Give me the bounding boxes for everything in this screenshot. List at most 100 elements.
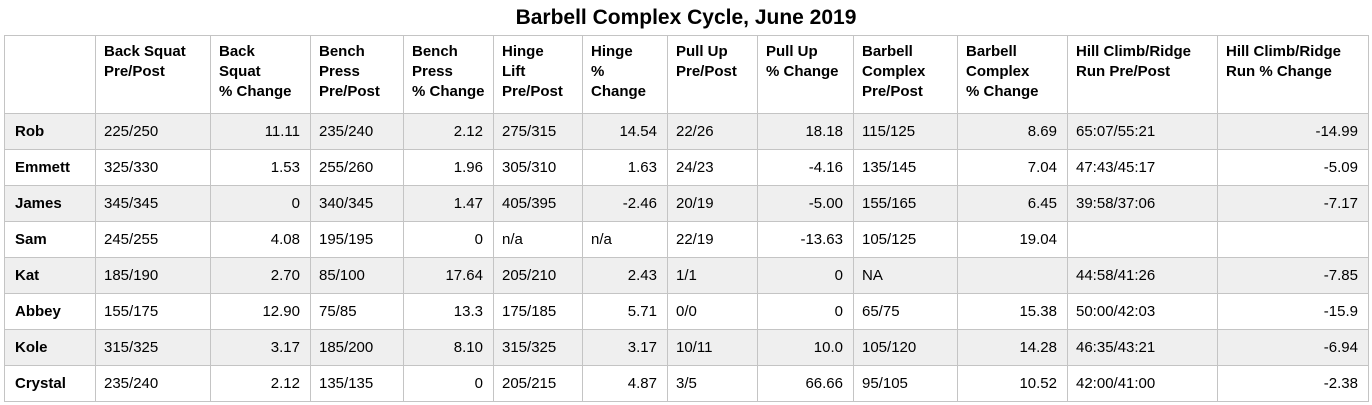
- cell-pull-up-pct-change: 66.66: [757, 365, 854, 402]
- cell-bench-press-pct-change: 0: [403, 365, 494, 402]
- column-header-bench-press-pct-change: Bench Press % Change: [403, 35, 494, 114]
- athlete-name: Crystal: [4, 365, 96, 402]
- cell-pull-up-prepost: 22/26: [667, 113, 758, 150]
- cell-pull-up-prepost: 0/0: [667, 293, 758, 330]
- cell-hinge-lift-prepost: 305/310: [493, 149, 583, 186]
- cell-pull-up-prepost: 10/11: [667, 329, 758, 366]
- cell-barbell-complex-pct-change: 7.04: [957, 149, 1068, 186]
- column-header-hill-climb-ridge-run-prepost: Hill Climb/Ridge Run Pre/Post: [1067, 35, 1218, 114]
- cell-bench-press-pct-change: 0: [403, 221, 494, 258]
- cell-pull-up-prepost: 22/19: [667, 221, 758, 258]
- cell-hinge-lift-prepost: 315/325: [493, 329, 583, 366]
- cell-back-squat-prepost: 325/330: [95, 149, 211, 186]
- cell-back-squat-prepost: 315/325: [95, 329, 211, 366]
- cell-back-squat-prepost: 345/345: [95, 185, 211, 222]
- table-row-sam: Sam 245/255 4.08 195/195 0 n/a n/a 22/19 -13.63 1…: [4, 221, 1369, 258]
- cell-barbell-complex-pct-change: [957, 257, 1068, 294]
- cell-bench-press-prepost: 340/345: [310, 185, 404, 222]
- column-header-back-squat-prepost: Back Squat Pre/Post: [95, 35, 211, 114]
- cell-back-squat-pct-change: 4.08: [210, 221, 311, 258]
- cell-pull-up-pct-change: 18.18: [757, 113, 854, 150]
- table-row-kole: Kole 315/325 3.17 185/200 8.10 315/325 3.17 10/…: [4, 329, 1369, 366]
- column-header-back-squat-pct-change: Back Squat % Change: [210, 35, 311, 114]
- cell-hill-climb-ridge-run-pct-change: -6.94: [1217, 329, 1369, 366]
- cell-bench-press-prepost: 85/100: [310, 257, 404, 294]
- cell-barbell-complex-prepost: 115/125: [853, 113, 958, 150]
- cell-barbell-complex-prepost: 65/75: [853, 293, 958, 330]
- cell-back-squat-pct-change: 1.53: [210, 149, 311, 186]
- cell-bench-press-prepost: 195/195: [310, 221, 404, 258]
- cell-hill-climb-ridge-run-pct-change: -14.99: [1217, 113, 1369, 150]
- cell-pull-up-pct-change: 0: [757, 293, 854, 330]
- cell-barbell-complex-prepost: 135/145: [853, 149, 958, 186]
- cell-barbell-complex-pct-change: 8.69: [957, 113, 1068, 150]
- athlete-name: Rob: [4, 113, 96, 150]
- cell-back-squat-pct-change: 0: [210, 185, 311, 222]
- cell-hill-climb-ridge-run-prepost: 65:07/55:21: [1067, 113, 1218, 150]
- cell-barbell-complex-pct-change: 14.28: [957, 329, 1068, 366]
- page-title: Barbell Complex Cycle, June 2019: [515, 6, 857, 29]
- cell-back-squat-prepost: 245/255: [95, 221, 211, 258]
- cell-hill-climb-ridge-run-prepost: 39:58/37:06: [1067, 185, 1218, 222]
- cell-bench-press-prepost: 185/200: [310, 329, 404, 366]
- cell-bench-press-prepost: 135/135: [310, 365, 404, 402]
- cell-pull-up-pct-change: -13.63: [757, 221, 854, 258]
- cell-pull-up-prepost: 24/23: [667, 149, 758, 186]
- cell-barbell-complex-prepost: 95/105: [853, 365, 958, 402]
- cell-bench-press-prepost: 235/240: [310, 113, 404, 150]
- cell-barbell-complex-prepost: 155/165: [853, 185, 958, 222]
- cell-hill-climb-ridge-run-prepost: 50:00/42:03: [1067, 293, 1218, 330]
- cell-pull-up-prepost: 20/19: [667, 185, 758, 222]
- table-row-emmett: Emmett 325/330 1.53 255/260 1.96 305/310 1.63 2…: [4, 149, 1369, 186]
- cell-bench-press-pct-change: 8.10: [403, 329, 494, 366]
- column-header-name: [4, 35, 96, 114]
- cell-hinge-pct-change: 14.54: [582, 113, 668, 150]
- cell-barbell-complex-prepost: 105/120: [853, 329, 958, 366]
- cell-hill-climb-ridge-run-prepost: 46:35/43:21: [1067, 329, 1218, 366]
- cell-back-squat-pct-change: 2.12: [210, 365, 311, 402]
- athlete-name: Kole: [4, 329, 96, 366]
- cell-bench-press-pct-change: 2.12: [403, 113, 494, 150]
- cell-barbell-complex-prepost: NA: [853, 257, 958, 294]
- table-row-kat: Kat 185/190 2.70 85/100 17.64 205/210 2.43 1/1 0…: [4, 257, 1369, 294]
- cell-hill-climb-ridge-run-prepost: 47:43/45:17: [1067, 149, 1218, 186]
- cell-hill-climb-ridge-run-pct-change: -7.85: [1217, 257, 1369, 294]
- cell-hinge-lift-prepost: 275/315: [493, 113, 583, 150]
- cell-hill-climb-ridge-run-pct-change: -7.17: [1217, 185, 1369, 222]
- page: Barbell Complex Cycle, June 2019 Back Sq…: [0, 7, 1372, 402]
- athlete-name: Kat: [4, 257, 96, 294]
- cell-pull-up-pct-change: -5.00: [757, 185, 854, 222]
- cell-back-squat-prepost: 225/250: [95, 113, 211, 150]
- cell-back-squat-pct-change: 3.17: [210, 329, 311, 366]
- table-row-crystal: Crystal 235/240 2.12 135/135 0 205/215 4.87 3/5…: [4, 365, 1369, 402]
- column-header-hinge-pct-change: Hinge % Change: [582, 35, 668, 114]
- cell-back-squat-pct-change: 2.70: [210, 257, 311, 294]
- header-row: Back Squat Pre/Post Back Squat % Change Be…: [4, 35, 1369, 114]
- cell-bench-press-pct-change: 1.96: [403, 149, 494, 186]
- cell-hill-climb-ridge-run-prepost: 42:00/41:00: [1067, 365, 1218, 402]
- column-header-pull-up-pct-change: Pull Up % Change: [757, 35, 854, 114]
- cell-hinge-pct-change: 3.17: [582, 329, 668, 366]
- cell-pull-up-pct-change: 0: [757, 257, 854, 294]
- cell-bench-press-prepost: 255/260: [310, 149, 404, 186]
- cell-hinge-lift-prepost: 205/210: [493, 257, 583, 294]
- cell-hill-climb-ridge-run-pct-change: -2.38: [1217, 365, 1369, 402]
- cell-barbell-complex-pct-change: 15.38: [957, 293, 1068, 330]
- cell-bench-press-prepost: 75/85: [310, 293, 404, 330]
- cell-hill-climb-ridge-run-prepost: 44:58/41:26: [1067, 257, 1218, 294]
- cell-hinge-lift-prepost: 405/395: [493, 185, 583, 222]
- cell-hill-climb-ridge-run-prepost: [1067, 221, 1218, 258]
- cell-barbell-complex-pct-change: 19.04: [957, 221, 1068, 258]
- cell-hinge-pct-change: 2.43: [582, 257, 668, 294]
- athlete-name: James: [4, 185, 96, 222]
- table-row-rob: Rob 225/250 11.11 235/240 2.12 275/315 14.54 22…: [4, 113, 1369, 150]
- table-row-james: James 345/345 0 340/345 1.47 405/395 -2.46 20/1…: [4, 185, 1369, 222]
- athlete-name: Emmett: [4, 149, 96, 186]
- cell-back-squat-pct-change: 12.90: [210, 293, 311, 330]
- column-header-pull-up-prepost: Pull Up Pre/Post: [667, 35, 758, 114]
- cell-hinge-pct-change: -2.46: [582, 185, 668, 222]
- cell-pull-up-pct-change: -4.16: [757, 149, 854, 186]
- cell-hinge-pct-change: 4.87: [582, 365, 668, 402]
- cell-barbell-complex-pct-change: 10.52: [957, 365, 1068, 402]
- column-header-barbell-complex-prepost: Barbell Complex Pre/Post: [853, 35, 958, 114]
